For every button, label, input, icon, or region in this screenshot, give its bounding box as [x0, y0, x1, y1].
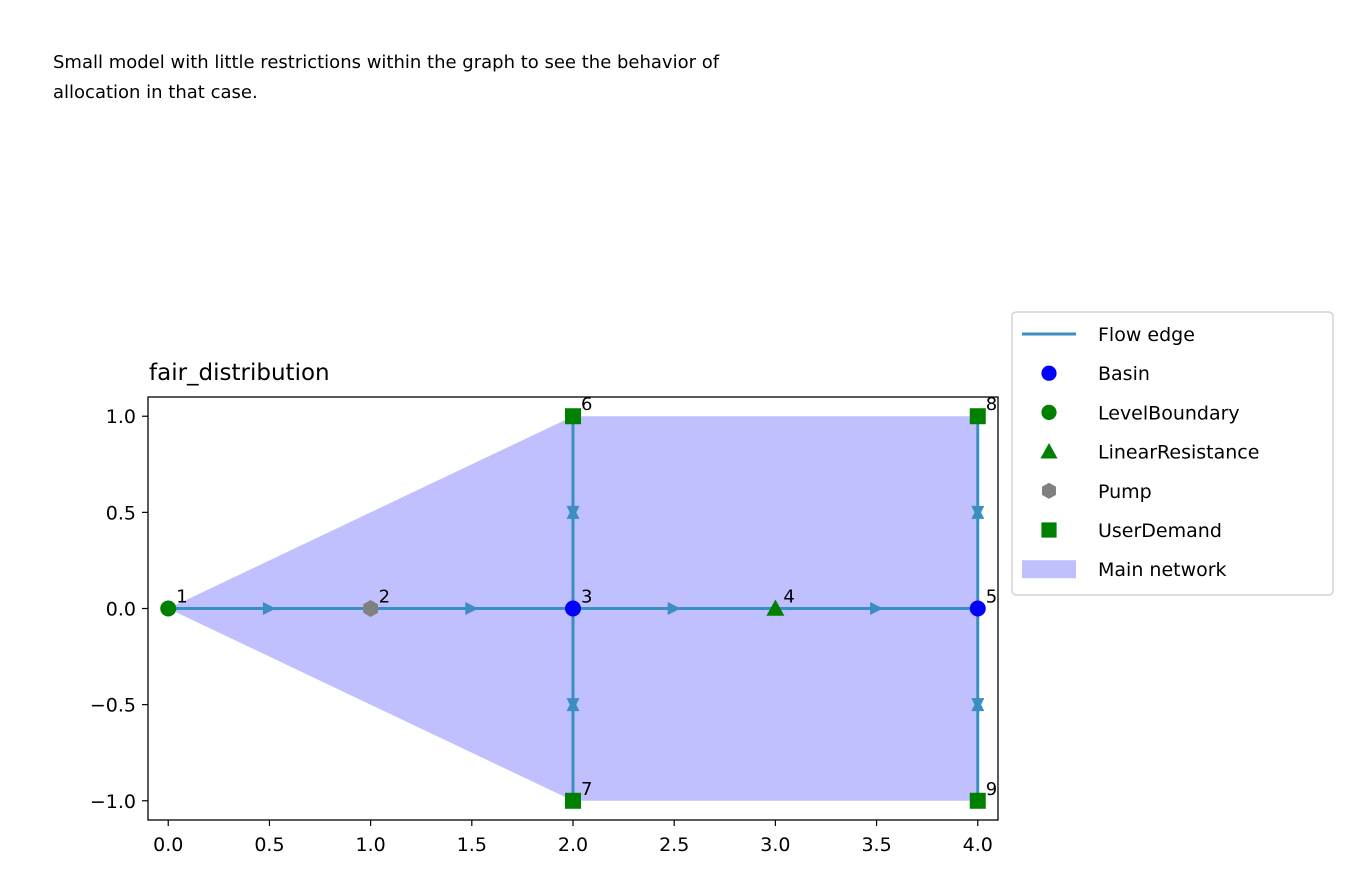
legend-marker-basin [1041, 365, 1057, 381]
y-tick-label: 0.0 [106, 599, 136, 621]
axes: 0.0 0.5 1.0 1.5 2.0 2.5 3.0 3.5 4.0 1.0 0.5 0.0 −0.5… [90, 406, 993, 856]
node-label-9: 9 [986, 779, 997, 800]
x-tick-label: 1.0 [356, 834, 386, 856]
node-5-basin [969, 600, 986, 617]
legend: Flow edge Basin LevelBoundary LinearResista… [1011, 311, 1334, 596]
node-label-7: 7 [581, 779, 592, 800]
x-tick-label: 4.0 [963, 834, 993, 856]
edge-arrow-4-5 [870, 602, 884, 615]
chart-title: fair_distribution [149, 360, 330, 386]
node-label-8: 8 [986, 394, 997, 415]
node-9-userdemand [969, 792, 986, 809]
node-label-1: 1 [176, 587, 187, 608]
edge-arrow-reverse-3-7 [566, 698, 580, 712]
edge-arrow-reverse-5-8 [971, 505, 985, 519]
node-label-3: 3 [581, 587, 592, 608]
node-8-userdemand [969, 408, 986, 425]
legend-marker-linearresistance [1040, 443, 1058, 459]
legend-label-main-network: Main network [1098, 559, 1227, 581]
y-tick-label: −0.5 [90, 695, 136, 717]
node-label-4: 4 [783, 587, 794, 608]
node-1-levelboundary [160, 600, 177, 617]
x-tick-label: 3.5 [861, 834, 891, 856]
x-tick-label: 0.5 [254, 834, 284, 856]
legend-marker-pump [1042, 482, 1056, 499]
legend-label-levelboundary: LevelBoundary [1098, 402, 1240, 424]
edge-arrow-2-3 [465, 602, 479, 615]
node-label-5: 5 [986, 587, 997, 608]
node-label-2: 2 [379, 587, 390, 608]
y-tick-label: 1.0 [106, 406, 136, 428]
node-3-basin [565, 600, 581, 617]
flow-edges [168, 416, 985, 801]
x-tick-label: 1.5 [457, 834, 487, 856]
legend-label-basin: Basin [1098, 363, 1150, 385]
x-tick-label: 0.0 [153, 834, 183, 856]
node-6-userdemand [565, 408, 581, 425]
legend-marker-levelboundary [1041, 404, 1057, 420]
legend-label-flow-edge: Flow edge [1098, 324, 1195, 346]
edge-arrow-reverse-5-9 [971, 698, 985, 712]
node-label-6: 6 [581, 394, 592, 415]
x-tick-label: 2.5 [659, 834, 689, 856]
edge-arrow-1-2 [262, 602, 276, 615]
legend-marker-userdemand [1041, 522, 1057, 538]
node-4-linearresistance [766, 599, 785, 616]
description-line-1: Small model with little restrictions wit… [53, 52, 720, 73]
legend-frame [1011, 311, 1334, 596]
legend-label-linearresistance: LinearResistance [1098, 442, 1259, 464]
legend-label-userdemand: UserDemand [1098, 520, 1222, 542]
node-7-userdemand [565, 792, 581, 809]
y-tick-label: −1.0 [90, 791, 136, 813]
legend-marker-main-network [1022, 560, 1076, 579]
x-tick-label: 3.0 [760, 834, 790, 856]
edge-arrow-3-4 [667, 602, 681, 615]
edge-arrow-reverse-3-6 [566, 505, 580, 519]
node-labels: 1 2 3 4 5 6 7 8 9 [176, 394, 997, 800]
y-tick-label: 0.5 [106, 502, 136, 524]
x-tick-label: 2.0 [558, 834, 588, 856]
legend-label-pump: Pump [1098, 481, 1152, 503]
description-line-2: allocation in that case. [53, 82, 258, 103]
node-2-pump [363, 600, 378, 617]
nodes [160, 408, 986, 809]
